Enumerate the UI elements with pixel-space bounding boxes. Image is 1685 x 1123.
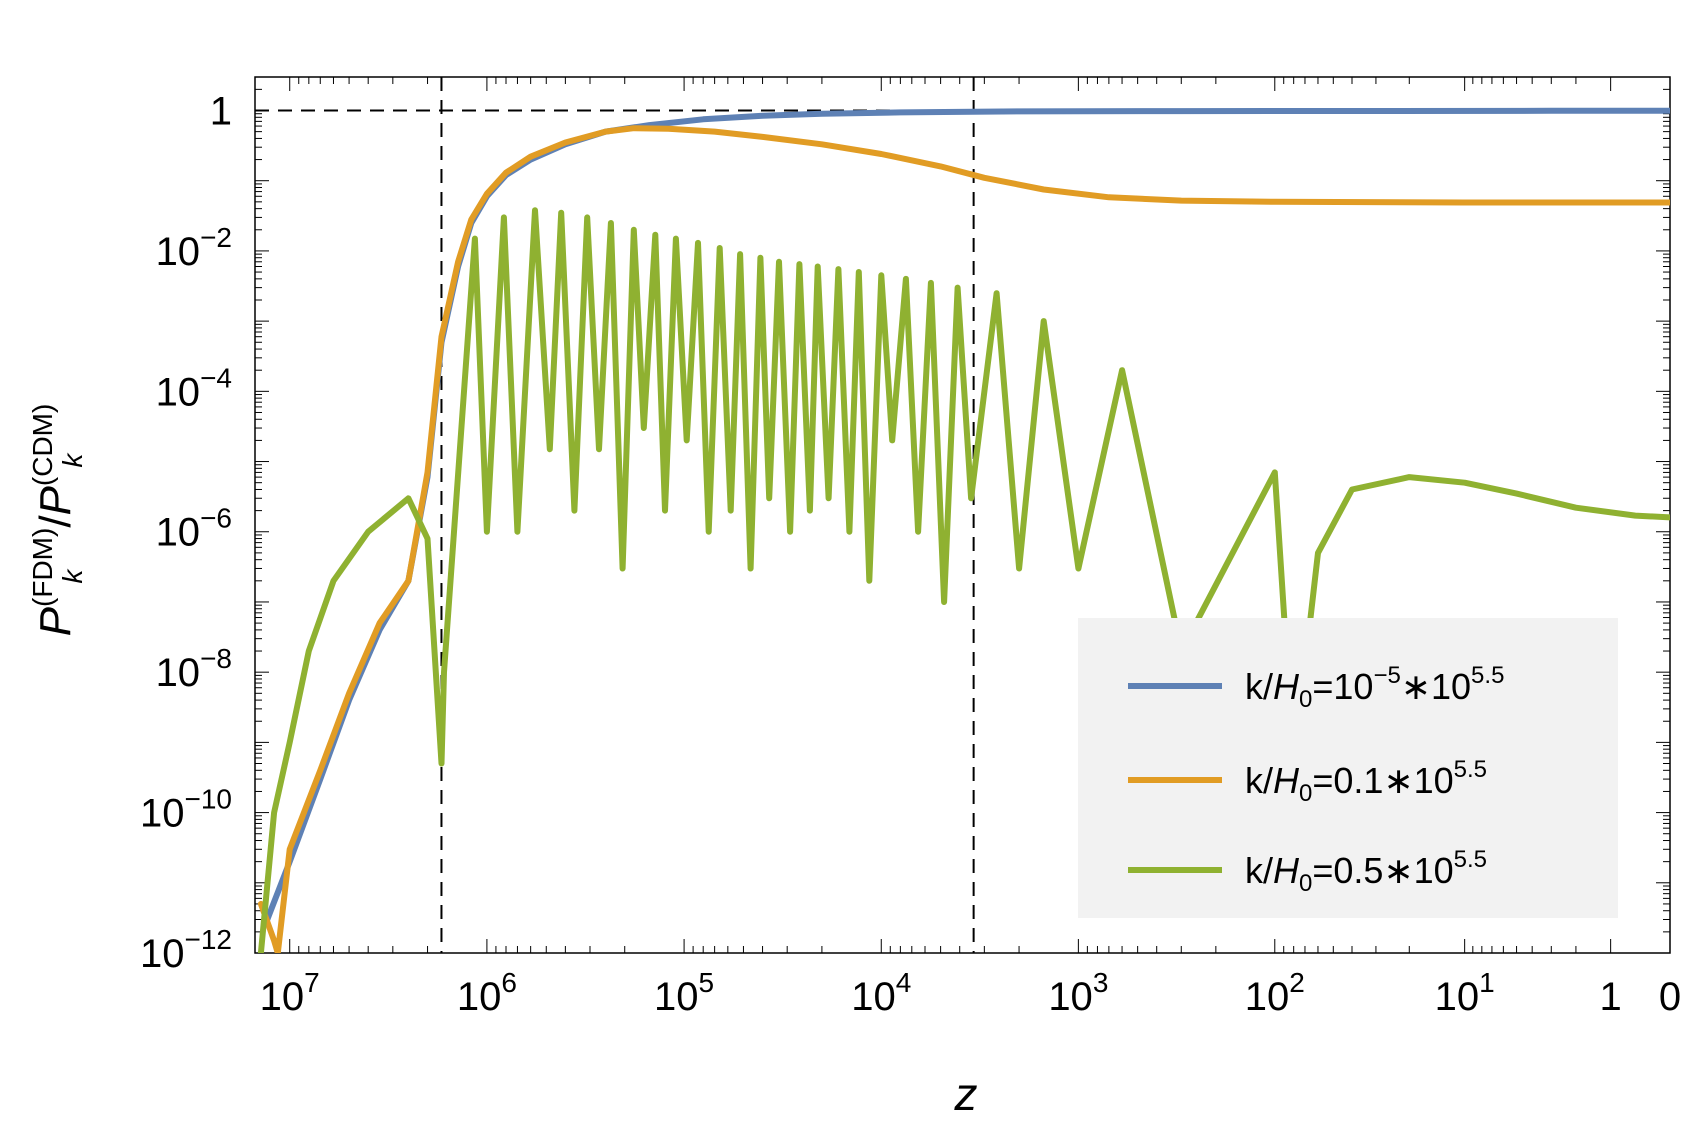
y-tick-label: 10−4 [156,362,232,414]
legend: k/H0=10−5∗105.5 k/H0=0.1∗105.5 k/H0=0.5∗10… [1078,618,1618,918]
x-tick-label: 104 [851,967,911,1019]
y-tick-label: 10−6 [156,503,232,555]
x-tick-labels: 107 106 105 104 103 102 101 1 0 [260,967,1681,1019]
y-tick-labels: 1 10−2 10−4 10−6 10−8 10−10 10−12 [140,89,232,976]
y-axis-label: P(FDM)k/P(CDM)k [27,404,88,637]
x-tick-label: 106 [457,967,517,1019]
legend-label-1: k/H0=10−5∗105.5 [1245,662,1504,713]
legend-label-2: k/H0=0.1∗105.5 [1245,756,1487,807]
y-tick-label: 10−10 [140,784,232,836]
y-tick-label: 10−2 [156,222,232,274]
minor-ticks [255,76,1670,954]
series-group [257,107,1670,953]
legend-label-3: k/H0=0.5∗105.5 [1245,846,1487,897]
y-tick-label: 10−12 [140,924,232,976]
y-tick-label: 1 [210,89,232,133]
x-tick-label: 0 [1659,975,1681,1019]
x-axis-label: z [954,1068,978,1120]
x-tick-label: 101 [1435,967,1495,1019]
y-axis-label-text: P(FDM)k/P(CDM)k [27,404,88,637]
x-tick-label: 107 [260,967,320,1019]
series-line-2 [257,125,1670,953]
x-tick-label: 102 [1245,967,1305,1019]
x-tick-label: 103 [1048,967,1108,1019]
y-tick-label: 10−8 [156,643,232,695]
series-line-3 [257,207,1670,953]
x-tick-label: 1 [1600,975,1622,1019]
x-tick-label: 105 [654,967,714,1019]
